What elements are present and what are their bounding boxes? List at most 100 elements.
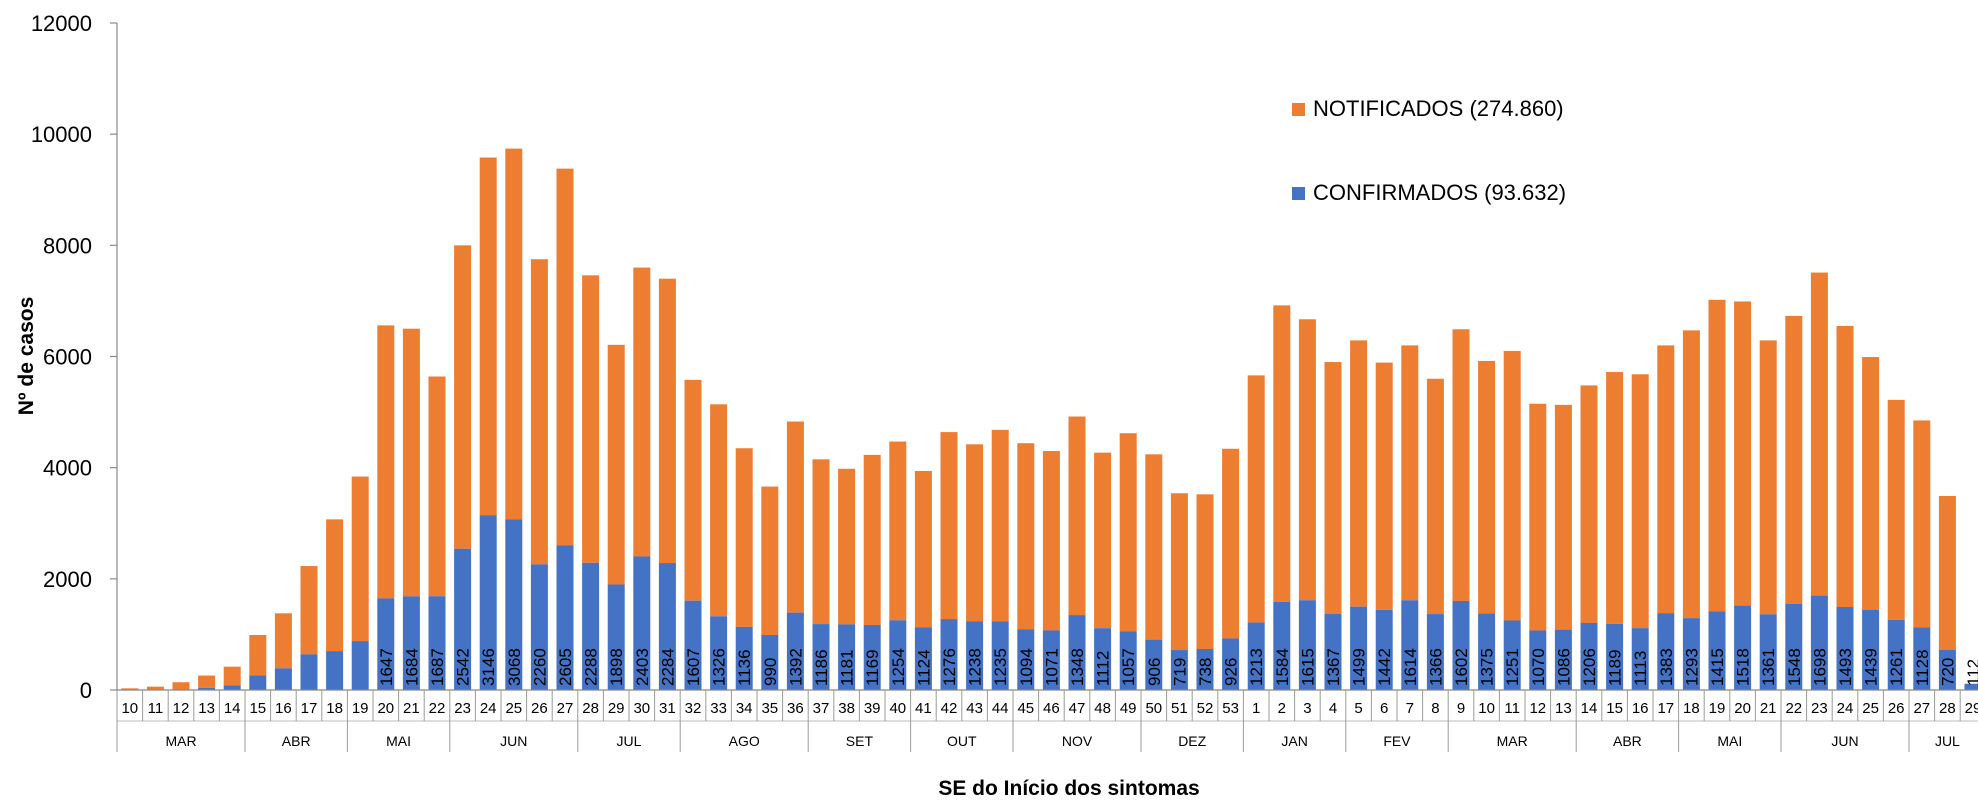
bar-notificados	[1657, 345, 1674, 613]
bar-data-label: 1647	[377, 648, 396, 686]
bar-data-label: 1493	[1836, 648, 1855, 686]
x-week-label: 10	[1478, 700, 1495, 717]
x-week-label: 5	[1354, 700, 1362, 717]
bar-data-label: 1251	[1503, 648, 1522, 686]
bar-data-label: 1181	[838, 649, 857, 686]
bar-notificados	[1069, 417, 1086, 616]
bar-notificados	[301, 566, 318, 654]
x-week-label: 33	[710, 700, 727, 717]
x-week-label: 23	[1811, 700, 1828, 717]
x-month-label: JUN	[1831, 733, 1858, 749]
x-week-label: 4	[1329, 700, 1337, 717]
bar-notificados	[1837, 326, 1854, 607]
bar-data-label: 1128	[1913, 649, 1932, 686]
bar-notificados	[582, 275, 599, 562]
bar-notificados	[403, 329, 420, 597]
bar-data-label: 1238	[966, 648, 985, 686]
legend: NOTIFICADOS (274.860) CONFIRMADOS (93.63…	[1292, 96, 1566, 205]
bar-notificados	[1171, 493, 1188, 650]
x-week-label: 17	[1657, 700, 1674, 717]
x-week-label: 17	[301, 700, 318, 717]
x-month-label: MAI	[1717, 733, 1742, 749]
x-week-label: 12	[173, 700, 190, 717]
x-week-label: 29	[608, 700, 625, 717]
bar-notificados	[1913, 420, 1930, 627]
x-week-label: 20	[377, 700, 394, 717]
bar-notificados	[352, 477, 369, 642]
x-week-label: 25	[505, 700, 522, 717]
bar-data-label: 1169	[863, 649, 882, 686]
bar-notificados	[736, 448, 753, 627]
x-week-label: 29	[1965, 700, 1978, 717]
bar-data-label: 1071	[1042, 648, 1061, 686]
x-week-label: 19	[1709, 700, 1726, 717]
bar-notificados	[1504, 351, 1521, 621]
bar-notificados	[1939, 496, 1956, 650]
x-week-label: 46	[1043, 700, 1060, 717]
x-week-label: 28	[1939, 700, 1956, 717]
x-month-label: MAR	[165, 733, 196, 749]
bar-data-label: 1136	[735, 649, 754, 686]
x-week-label: 3	[1303, 700, 1311, 717]
y-tick-label: 6000	[43, 345, 92, 370]
x-week-label: 7	[1406, 700, 1414, 717]
bar-notificados	[1017, 443, 1034, 629]
bar-notificados	[1478, 361, 1495, 614]
bar-data-label: 738	[1196, 658, 1215, 686]
x-week-label: 42	[941, 700, 958, 717]
x-week-label: 38	[838, 700, 855, 717]
x-week-label: 40	[889, 700, 906, 717]
bar-data-label: 3146	[479, 648, 498, 686]
y-tick-label: 0	[80, 678, 92, 703]
bar-notificados	[326, 519, 343, 651]
y-tick-label: 10000	[31, 122, 92, 147]
x-week-label: 16	[275, 700, 292, 717]
x-week-label: 48	[1094, 700, 1111, 717]
x-week-label: 34	[736, 700, 753, 717]
bar-data-label: 1684	[402, 648, 421, 686]
bar-data-label: 1439	[1862, 648, 1881, 686]
bar-notificados	[147, 687, 164, 690]
bar-notificados	[710, 404, 727, 616]
y-tick-label: 4000	[43, 456, 92, 481]
x-month-label: OUT	[947, 733, 977, 749]
bar-notificados	[1145, 454, 1162, 639]
x-week-label: 39	[864, 700, 881, 717]
legend-label-notificados: NOTIFICADOS (274.860)	[1313, 96, 1564, 121]
x-week-label: 8	[1431, 700, 1439, 717]
x-week-label: 24	[480, 700, 497, 717]
x-week-label: 13	[1555, 700, 1572, 717]
bar-data-label: 1189	[1606, 649, 1625, 686]
x-week-label: 11	[1504, 700, 1520, 717]
x-week-label: 24	[1837, 700, 1854, 717]
x-week-label: 28	[582, 700, 599, 717]
bar-data-label: 1293	[1682, 648, 1701, 686]
bar-data-label: 1367	[1324, 648, 1343, 686]
bar-notificados	[1043, 451, 1060, 630]
x-week-label: 27	[1913, 700, 1930, 717]
bar-notificados	[1094, 453, 1111, 629]
y-tick-label: 8000	[43, 233, 92, 258]
x-month-label: SET	[846, 733, 874, 749]
bar-data-label: 1070	[1529, 648, 1548, 686]
bar-data-label: 1112	[1094, 651, 1113, 686]
bar-data-label: 1276	[940, 648, 959, 686]
x-week-label: 23	[454, 700, 471, 717]
x-month-label: FEV	[1383, 733, 1411, 749]
x-month-label: NOV	[1062, 733, 1093, 749]
bar-data-label: 1366	[1426, 648, 1445, 686]
legend-swatch-confirmados	[1292, 187, 1305, 200]
bar-data-label: 1254	[889, 648, 908, 686]
x-week-label: 37	[813, 700, 830, 717]
bar-data-label: 1698	[1810, 648, 1829, 686]
x-week-label: 25	[1862, 700, 1879, 717]
bar-notificados	[1401, 345, 1418, 600]
x-month-label: JUL	[617, 733, 642, 749]
bar-data-label: 1607	[684, 648, 703, 686]
bar-confirmados	[326, 651, 343, 690]
bar-notificados	[1248, 375, 1265, 622]
bar-notificados	[1350, 340, 1367, 606]
